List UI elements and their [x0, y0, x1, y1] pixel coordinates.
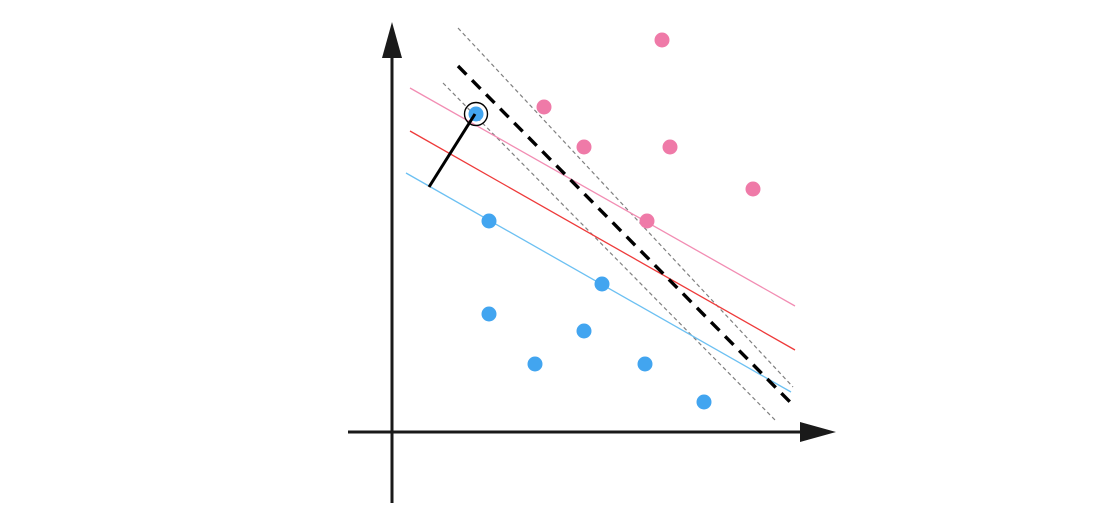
y-axis-arrowhead	[382, 22, 402, 58]
blue-point	[481, 306, 497, 322]
blue-point	[637, 356, 653, 372]
support-vector-ring	[463, 101, 489, 127]
blue-point	[527, 356, 543, 372]
upper-dotted-margin-line	[457, 27, 794, 388]
blue-point	[576, 323, 592, 339]
red-decision-line	[409, 130, 796, 351]
pink-point	[639, 213, 655, 229]
optimal-hyperplane-line	[456, 64, 794, 406]
pink-point	[662, 139, 678, 155]
pink-margin-line	[409, 87, 796, 307]
pink-point	[654, 32, 670, 48]
lower-dotted-margin-line	[442, 82, 777, 422]
pink-point	[745, 181, 761, 197]
pink-point	[536, 99, 552, 115]
x-axis-arrowhead	[800, 422, 836, 442]
blue-point	[594, 276, 610, 292]
support-vector-distance-segment	[427, 113, 477, 188]
pink-point	[576, 139, 592, 155]
blue-point	[696, 394, 712, 410]
blue-point	[481, 213, 497, 229]
